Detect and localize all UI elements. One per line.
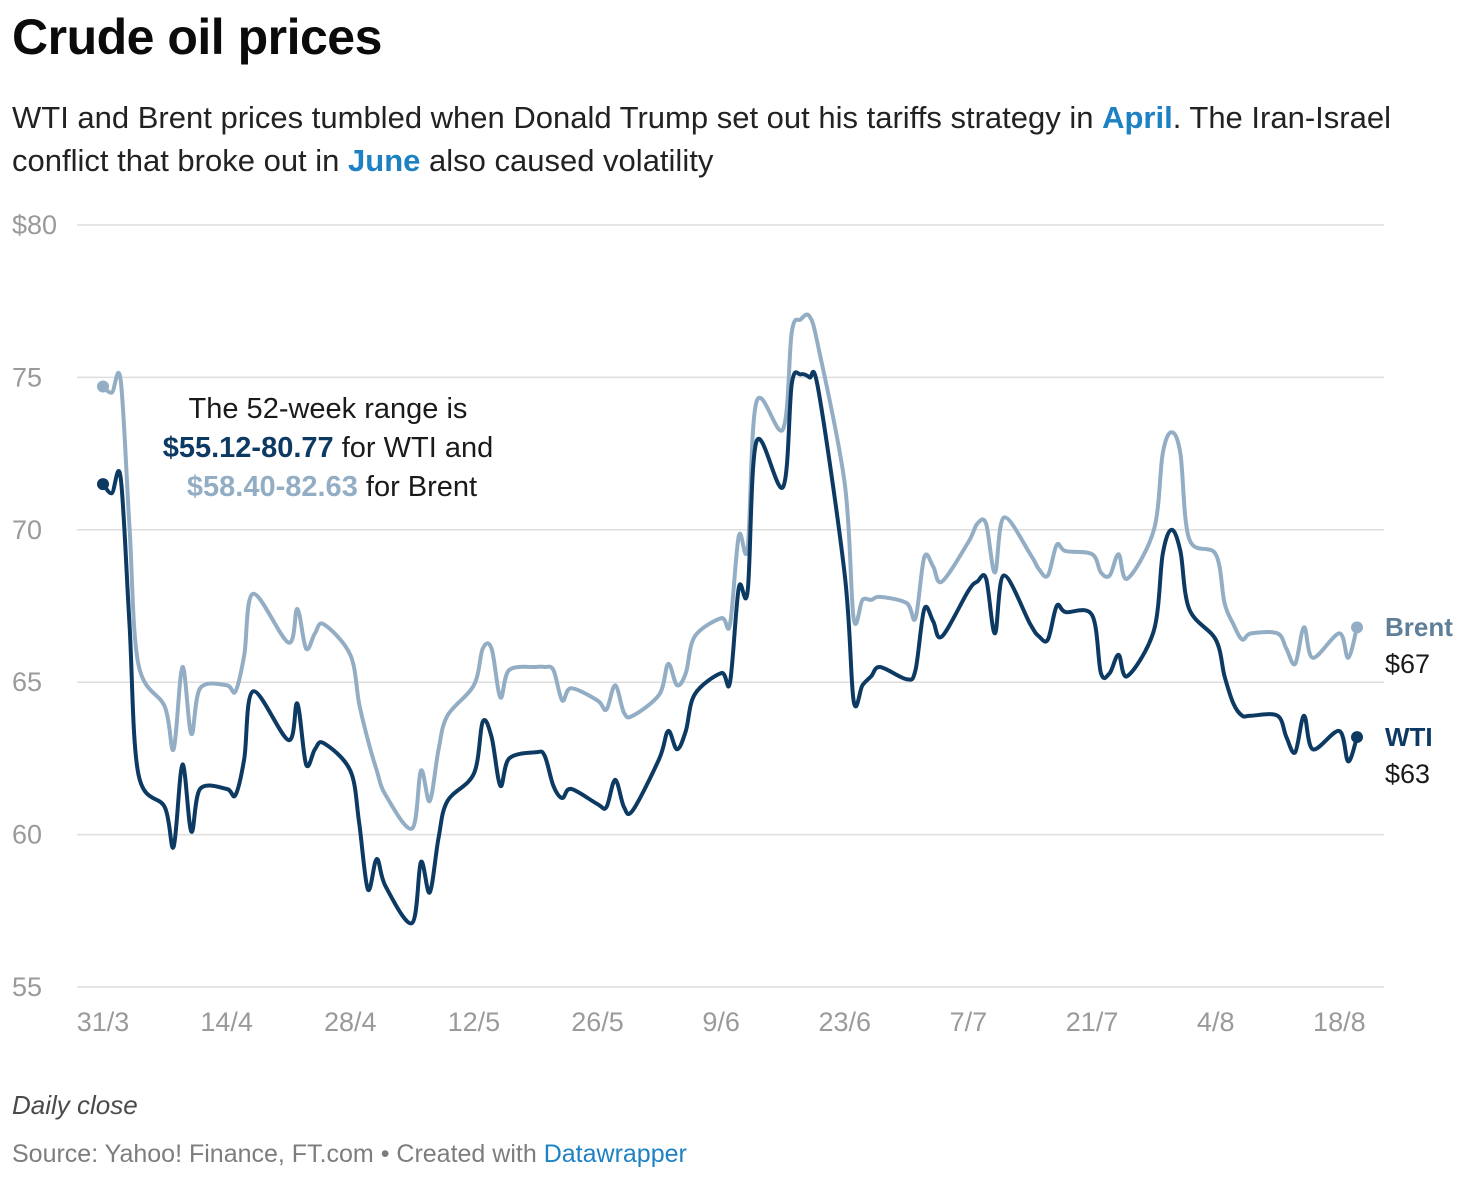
annotation-wti-suffix: for WTI and	[334, 432, 494, 464]
line-chart: $80 75 70 65 60 55 31/3 14/4 28/4 12/5 26/5 9/6 23/…	[12, 210, 1453, 1037]
chart-source: Source: Yahoo! Finance, FT.com • Created…	[12, 1140, 687, 1169]
chart-subtitle: WTI and Brent prices tumbled when Donald…	[12, 96, 1452, 182]
wti-start-point	[97, 478, 109, 491]
annotation-brent-range: $58.40-82.63	[187, 471, 358, 503]
subtitle-highlight-june: June	[348, 143, 421, 178]
x-tick-label: 7/7	[950, 1007, 988, 1037]
y-tick-label-75: 75	[12, 362, 42, 392]
y-tick-label-80: $80	[12, 210, 57, 240]
x-tick-label: 18/8	[1313, 1007, 1366, 1037]
range-annotation: The 52-week range is $55.12-80.77 for WT…	[163, 393, 502, 503]
annotation-line-2: $55.12-80.77 for WTI and	[163, 432, 493, 464]
brent-end-value: $67	[1385, 649, 1430, 679]
x-tick-label: 26/5	[571, 1007, 624, 1037]
chart-title: Crude oil prices	[12, 9, 382, 65]
wti-end-name: WTI	[1385, 722, 1433, 752]
subtitle-text-1: WTI and Brent prices tumbled when Donald…	[12, 100, 1103, 135]
y-tick-label-55: 55	[12, 972, 42, 1002]
chart-notes: Daily close	[12, 1090, 138, 1120]
annotation-line-1: The 52-week range is	[189, 393, 468, 425]
wti-end-value: $63	[1385, 759, 1430, 789]
annotation-line-3: $58.40-82.63 for Brent	[187, 471, 477, 503]
x-tick-label: 23/6	[819, 1007, 872, 1037]
annotation-brent-suffix: for Brent	[358, 471, 477, 503]
subtitle-highlight-april: April	[1102, 100, 1173, 135]
x-tick-label: 14/4	[200, 1007, 253, 1037]
x-tick-label: 12/5	[448, 1007, 501, 1037]
x-axis-labels: 31/3 14/4 28/4 12/5 26/5 9/6 23/6 7/7 21/7 4/8 18/…	[77, 1007, 1366, 1037]
wti-end-point	[1351, 731, 1363, 744]
y-tick-label-65: 65	[12, 667, 42, 697]
brent-end-name: Brent	[1385, 612, 1453, 642]
x-tick-label: 9/6	[702, 1007, 740, 1037]
wti-line	[101, 369, 1359, 926]
subtitle-text-2: . The Iran-Israel conflict that broke ou…	[12, 100, 1391, 178]
brent-end-point	[1351, 621, 1363, 634]
y-axis-labels: $80 75 70 65 60 55	[12, 210, 57, 1002]
datawrapper-link[interactable]: Datawrapper	[543, 1140, 687, 1168]
annotation-wti-range: $55.12-80.77	[163, 432, 334, 464]
brent-start-point	[97, 380, 109, 393]
x-tick-label: 21/7	[1066, 1007, 1119, 1037]
x-tick-label: 28/4	[324, 1007, 377, 1037]
subtitle-text-3: also caused volatility	[420, 143, 714, 178]
x-tick-label: 31/3	[77, 1007, 130, 1037]
x-tick-label: 4/8	[1197, 1007, 1235, 1037]
source-text: Source: Yahoo! Finance, FT.com • Created…	[12, 1140, 544, 1168]
y-tick-label-70: 70	[12, 515, 42, 545]
brent-line	[101, 312, 1359, 831]
y-tick-label-60: 60	[12, 820, 42, 850]
series-lines	[97, 312, 1363, 926]
